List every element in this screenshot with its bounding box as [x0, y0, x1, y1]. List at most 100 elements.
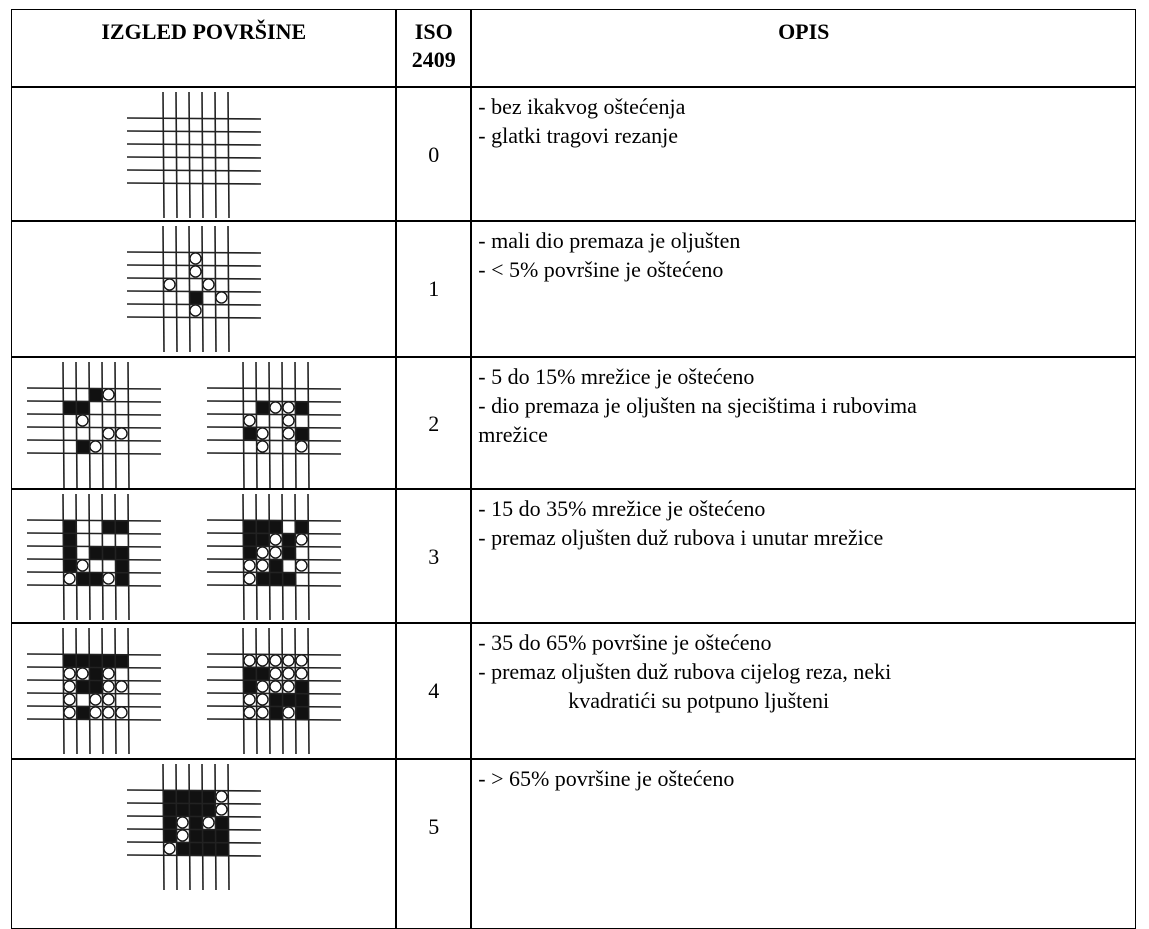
flake — [89, 680, 102, 693]
flake — [295, 533, 308, 546]
cut-line — [126, 169, 262, 172]
flake — [189, 829, 202, 842]
flake — [189, 304, 202, 317]
cut-line — [126, 802, 262, 805]
flake — [163, 278, 176, 291]
flake — [176, 816, 189, 829]
flake — [256, 546, 269, 559]
flake — [102, 546, 115, 559]
flake — [102, 667, 115, 680]
flake — [243, 520, 256, 533]
cut-line — [242, 493, 245, 621]
flake — [189, 816, 202, 829]
cut-line — [26, 387, 162, 390]
flake — [269, 706, 282, 719]
flake — [243, 654, 256, 667]
flake — [202, 842, 215, 855]
flake — [243, 680, 256, 693]
cut-line — [227, 763, 230, 891]
iso-cell: 5 — [396, 759, 472, 929]
cut-line — [126, 854, 262, 857]
cut-line — [206, 519, 342, 522]
cut-line — [114, 493, 117, 621]
flake — [63, 533, 76, 546]
flake — [202, 790, 215, 803]
flake — [269, 533, 282, 546]
flake — [282, 427, 295, 440]
cut-line — [281, 493, 284, 621]
cut-line — [281, 627, 284, 755]
flake — [295, 706, 308, 719]
flake — [215, 790, 228, 803]
cut-line — [75, 493, 78, 621]
iso-cell: 1 — [396, 221, 472, 358]
iso-cell: 2 — [396, 357, 472, 490]
flake — [76, 401, 89, 414]
cut-line — [26, 426, 162, 429]
cut-line — [206, 571, 342, 574]
flake — [202, 278, 215, 291]
flake — [282, 533, 295, 546]
cut-line — [206, 692, 342, 695]
flake — [256, 559, 269, 572]
cut-line — [126, 130, 262, 133]
flake — [256, 693, 269, 706]
cut-line — [307, 361, 310, 489]
cut-line — [206, 584, 342, 587]
cut-line — [88, 627, 91, 755]
image-cell — [11, 87, 397, 222]
cut-line — [206, 718, 342, 721]
cut-line — [281, 361, 284, 489]
damage — [163, 252, 228, 317]
cut-line — [162, 91, 165, 219]
flake — [189, 291, 202, 304]
flake — [102, 427, 115, 440]
flake — [163, 842, 176, 855]
cut-line — [126, 143, 262, 146]
cut-line — [26, 558, 162, 561]
flake — [76, 559, 89, 572]
flake — [89, 654, 102, 667]
flake — [76, 440, 89, 453]
flake — [295, 401, 308, 414]
header-cell: ISO 2409 — [396, 9, 472, 88]
image-cell — [11, 357, 397, 490]
flake — [282, 693, 295, 706]
flake — [269, 520, 282, 533]
cut-line — [26, 666, 162, 669]
flake — [163, 829, 176, 842]
cut-line — [26, 400, 162, 403]
flake — [89, 693, 102, 706]
cut-line — [26, 519, 162, 522]
cut-line — [26, 452, 162, 455]
cut-line — [126, 841, 262, 844]
cut-line — [206, 413, 342, 416]
flake — [115, 559, 128, 572]
cut-line — [127, 361, 130, 489]
flake — [63, 706, 76, 719]
cut-line — [75, 627, 78, 755]
iso-value: 4 — [428, 678, 440, 704]
header-cell: IZGLED POVRŠINE — [11, 9, 397, 88]
damage — [63, 654, 128, 719]
cut-line — [26, 439, 162, 442]
flake — [295, 667, 308, 680]
flake — [256, 427, 269, 440]
cut-line — [126, 182, 262, 185]
flake — [89, 440, 102, 453]
cut-line — [26, 718, 162, 721]
cut-line — [88, 493, 91, 621]
cut-line — [201, 763, 204, 891]
flake — [89, 667, 102, 680]
flake — [256, 680, 269, 693]
cut-line — [26, 653, 162, 656]
flake — [76, 667, 89, 680]
flake — [163, 816, 176, 829]
flake — [269, 654, 282, 667]
image-cell — [11, 623, 397, 760]
flake — [215, 829, 228, 842]
cut-line — [127, 627, 130, 755]
cut-line — [101, 361, 104, 489]
image-cell — [11, 489, 397, 624]
